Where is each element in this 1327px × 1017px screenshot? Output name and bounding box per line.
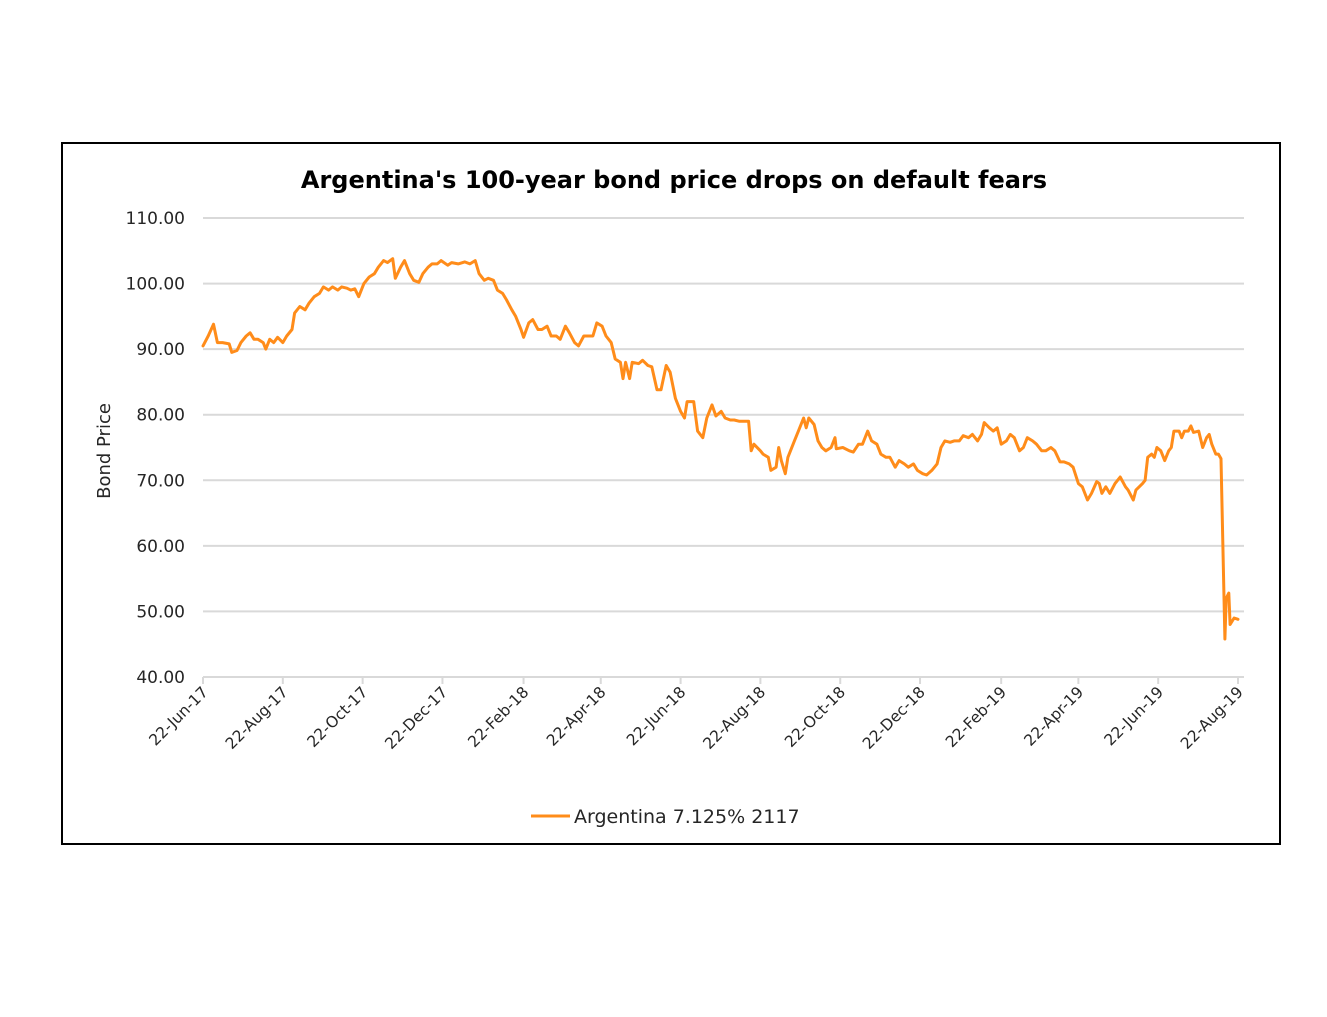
y-axis-ticks: 40.00 50.00 60.00 70.00 80.00 90.00 100.00 110.…	[126, 209, 185, 688]
gridlines	[203, 217, 1244, 678]
x-tick-label: 22-Feb-19	[942, 683, 1010, 751]
x-tick-label: 22-Jun-19	[1101, 683, 1167, 749]
x-tick-label: 22-Oct-18	[781, 683, 849, 751]
y-tick-label: 80.00	[136, 406, 185, 426]
legend: Argentina 7.125% 2117	[531, 806, 800, 828]
x-tick-label: 22-Apr-18	[543, 683, 610, 750]
y-tick-label: 50.00	[136, 602, 185, 622]
series-line	[201, 257, 1240, 641]
x-tick-label: 22-Aug-18	[700, 683, 770, 753]
x-tick-label: 22-Aug-17	[222, 683, 292, 753]
chart-frame: Argentina's 100-year bond price drops on…	[61, 142, 1281, 845]
y-tick-label: 60.00	[136, 537, 185, 557]
y-axis-title: Bond Price	[94, 403, 115, 499]
chart-title: Argentina's 100-year bond price drops on…	[301, 166, 1047, 194]
x-tick-label: 22-Feb-18	[464, 683, 532, 751]
x-tick-label: 22-Oct-17	[304, 683, 372, 751]
legend-label: Argentina 7.125% 2117	[574, 806, 800, 828]
y-tick-label: 70.00	[136, 471, 185, 491]
y-tick-label: 110.00	[126, 209, 185, 229]
y-tick-label: 90.00	[136, 340, 185, 360]
line-chart: Argentina's 100-year bond price drops on…	[94, 166, 1247, 828]
x-tick-label: 22-Jun-18	[623, 683, 689, 749]
x-axis: 22-Jun-17 22-Aug-17 22-Oct-17 22-Dec-17 22-F…	[146, 677, 1247, 753]
x-tick-label: 22-Jun-17	[146, 683, 212, 749]
x-tick-label: 22-Aug-19	[1177, 683, 1247, 753]
x-tick-label: 22-Dec-17	[382, 683, 452, 753]
x-tick-label: 22-Apr-19	[1021, 683, 1088, 750]
x-tick-label: 22-Dec-18	[859, 683, 929, 753]
series-layer	[201, 257, 1240, 641]
y-tick-label: 40.00	[136, 668, 185, 688]
y-tick-label: 100.00	[126, 275, 185, 295]
